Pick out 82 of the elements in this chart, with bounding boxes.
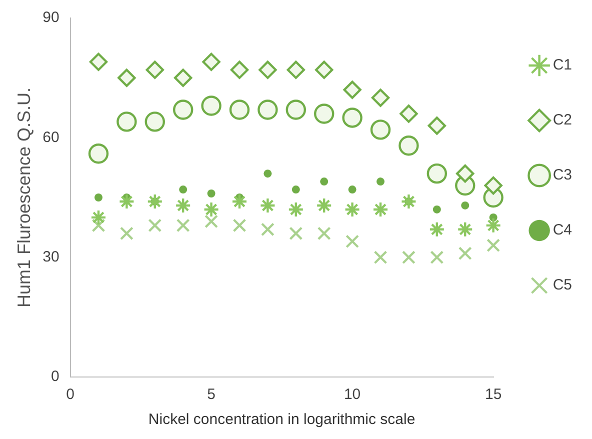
point [430,250,444,264]
point [314,104,334,124]
point [260,222,274,236]
y-tick-label: 60 [42,128,60,146]
point [400,193,417,210]
point [289,226,303,240]
point [258,60,277,79]
point [90,209,107,226]
point [370,120,391,140]
point [207,190,216,198]
point [148,218,162,232]
point [144,112,165,132]
point [230,60,249,79]
x-tick-label: 15 [484,386,502,404]
point [204,214,218,228]
point [176,218,190,232]
point [260,197,276,214]
point [426,163,448,184]
point [229,100,250,120]
point [172,100,194,120]
point [343,80,362,99]
point [88,144,109,164]
point [456,164,474,183]
point [485,217,502,234]
point [344,201,360,218]
point [202,52,220,71]
point [346,234,360,248]
point [146,60,164,79]
point [374,250,388,264]
point [174,197,192,214]
point [348,186,356,194]
point [286,60,306,79]
y-tick-label: 0 [50,368,60,386]
point [486,238,500,252]
point [484,176,502,195]
point [400,104,418,123]
point [342,108,362,128]
point [398,136,419,156]
point [371,88,390,107]
point [288,201,304,218]
legend-label: C1 [552,56,572,74]
point [116,112,137,132]
point [120,226,134,240]
point [258,100,278,120]
point [457,221,474,238]
y-tick-label: 30 [42,248,60,266]
point [118,68,136,87]
point [264,170,272,178]
point [231,193,248,210]
legend-label: C5 [552,276,572,294]
x-tick-label: 10 [344,386,361,404]
x-axis-title: Nickel concentration in logarithmic scale [148,411,416,428]
point [402,250,416,264]
point [428,116,446,135]
point [317,226,331,240]
point [89,52,108,71]
point [428,221,446,238]
point [118,193,135,210]
point [316,197,332,214]
x-tick-label: 5 [207,386,216,404]
legend-label: C4 [552,222,572,239]
legend-label: C2 [552,112,572,129]
x-tick-label: 0 [66,386,74,404]
point [232,218,246,232]
point [286,100,306,120]
point [94,194,102,202]
y-axis-title: Hum1 Fluroescence Q.S.U. [14,87,34,308]
point [174,68,192,87]
point [376,178,385,186]
point [458,246,472,260]
point [372,201,389,218]
point [203,201,220,218]
point [461,201,470,210]
point [92,218,106,232]
point [179,186,188,194]
point [315,60,334,79]
legend-label: C3 [552,166,572,184]
point [201,96,222,116]
point [432,205,441,214]
y-tick-label: 90 [42,9,60,26]
point [320,178,328,186]
point [292,186,300,194]
